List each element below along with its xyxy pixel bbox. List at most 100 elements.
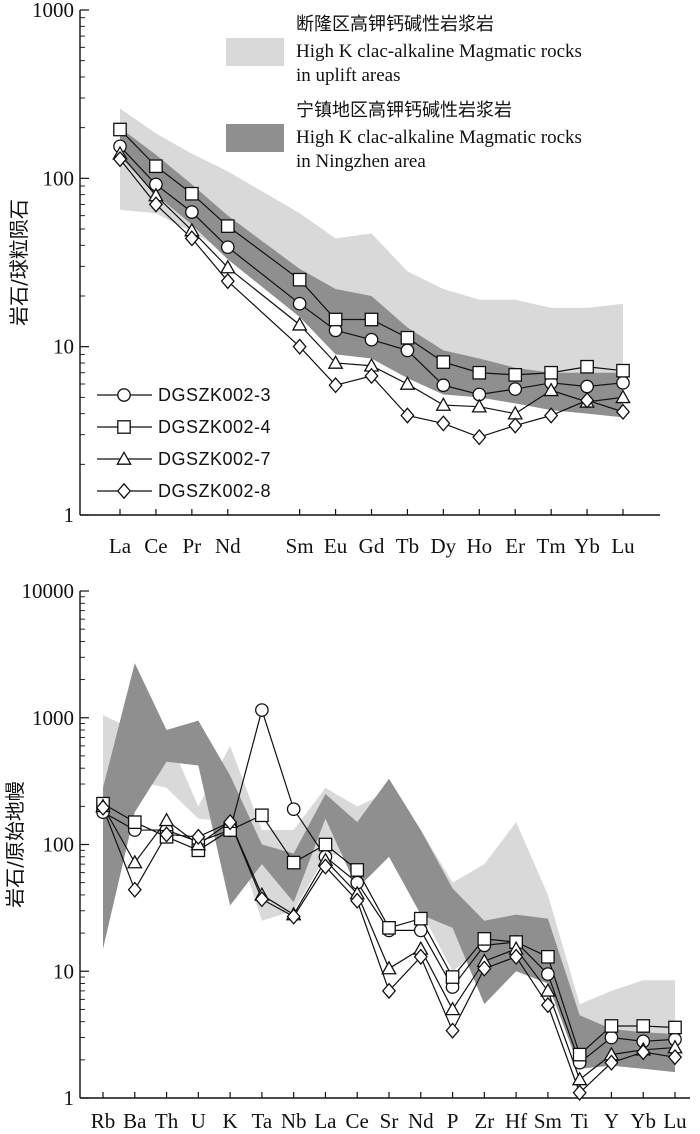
point-DGSZK002-8-Dy <box>436 415 451 432</box>
point-DGSZK002-8-Zr <box>477 960 492 977</box>
x-tick-label: Ce <box>144 534 167 558</box>
legend-series-label: DGSZK002-3 <box>158 385 271 405</box>
chart-1: 1 10 100 1000 La Ce Pr Nd Sm Eu Gd Tb Dy Ho Er Tm Yb Lu 岩石… <box>7 0 660 558</box>
point-DGSZK002-8-Pr <box>184 230 199 247</box>
point-DGSZK002-8-K <box>223 813 238 831</box>
point-DGSZK002-4-La <box>318 837 333 852</box>
point-DGSZK002-8-Nd <box>413 948 428 966</box>
point-DGSZK002-4-Sr <box>382 920 396 935</box>
point-DGSZK002-4-Sm <box>292 272 307 287</box>
x-tick-label: Pr <box>183 534 202 558</box>
y-axis-title: 岩石/原始地幔 <box>3 781 27 908</box>
x-tick-label: Sr <box>380 1109 399 1133</box>
band-uplift <box>120 108 623 398</box>
point-DGSZK002-3-Nb <box>286 802 301 817</box>
legend-marker-circle <box>117 388 131 402</box>
point-DGSZK002-4-Yb <box>580 359 594 374</box>
x-tick-label: Eu <box>324 534 348 558</box>
point-DGSZK002-8-Tb <box>400 407 415 424</box>
point-DGSZK002-4-Tb <box>400 330 415 345</box>
point-DGSZK002-4-Ti <box>572 1047 587 1062</box>
point-DGSZK002-3-Sm <box>541 967 555 981</box>
point-DGSZK002-8-Tm <box>544 407 559 424</box>
point-DGSZK002-7-Dy <box>435 397 452 411</box>
point-DGSZK002-7-Eu <box>327 354 344 369</box>
point-DGSZK002-4-Nd <box>220 219 235 233</box>
point-DGSZK002-4-Ce <box>149 159 163 174</box>
point-DGSZK002-8-Hf <box>509 948 524 966</box>
y-tick-label: 1 <box>64 503 75 527</box>
point-DGSZK002-8-P <box>445 1022 460 1039</box>
series-line-DGSZK002-8 <box>119 158 624 438</box>
point-DGSZK002-4-Ce <box>350 863 365 877</box>
point-DGSZK002-8-Ce <box>350 892 365 909</box>
point-DGSZK002-4-Zr <box>477 932 492 946</box>
point-DGSZK002-4-Nb <box>286 855 301 870</box>
series-legend: DGSZK002-3 DGSZK002-4 DGSZK002-7 DGSZK002-8 <box>97 385 271 501</box>
point-DGSZK002-7-Tm <box>543 382 559 397</box>
point-DGSZK002-4-Er <box>508 368 523 382</box>
y-tick-label: 1000 <box>32 706 74 730</box>
point-DGSZK002-8-Sm <box>292 338 307 355</box>
x-tick-label: Ce <box>346 1109 369 1133</box>
point-DGSZK002-8-Yb <box>580 392 595 409</box>
x-tick-label: La <box>109 534 132 558</box>
point-DGSZK002-8-Nb <box>286 908 301 925</box>
band-uplift <box>103 715 675 1060</box>
point-DGSZK002-8-Eu <box>328 377 343 394</box>
point-DGSZK002-8-Rb <box>95 799 111 816</box>
x-tick-label: Ho <box>466 534 492 558</box>
point-DGSZK002-4-Tm <box>544 365 558 380</box>
point-DGSZK002-7-Tb <box>399 375 416 390</box>
point-DGSZK002-3-Nd <box>413 923 428 938</box>
legend-marker-square <box>117 420 131 434</box>
point-DGSZK002-7-Sm <box>291 316 308 331</box>
chart-2: 1 10 100 1000 10000 Rb Ba Th U K Ta Nb La Ce Sr Nd P Zr Hf… <box>3 579 690 1133</box>
y-tick-label: 10 <box>53 959 74 983</box>
point-DGSZK002-4-Yb <box>636 1019 651 1033</box>
point-DGSZK002-8-Sr <box>381 982 397 1000</box>
point-DGSZK002-3-Dy <box>436 378 451 393</box>
x-tick-label: Ti <box>571 1109 589 1133</box>
y-tick-label: 1 <box>64 1086 75 1110</box>
point-DGSZK002-8-Y <box>604 1054 619 1071</box>
x-tick-label: Lu <box>663 1109 687 1133</box>
legend-swatch-1 <box>226 38 284 66</box>
y-tick-label: 10000 <box>22 579 75 603</box>
x-tick-label: Gd <box>359 534 385 558</box>
point-DGSZK002-8-La <box>112 150 128 168</box>
legend-label-en-2: in uplift areas <box>296 65 400 86</box>
point-DGSZK002-7-Th <box>158 812 175 827</box>
point-DGSZK002-8-U <box>191 828 206 846</box>
point-DGSZK002-8-Yb <box>636 1043 651 1061</box>
point-DGSZK002-8-Sm <box>540 996 555 1014</box>
x-tick-label: Lu <box>611 534 635 558</box>
point-DGSZK002-8-Nd <box>220 272 235 290</box>
point-DGSZK002-3-Lu <box>616 375 630 390</box>
x-tick-label: Tm <box>537 534 566 558</box>
x-tick-label: La <box>314 1109 337 1133</box>
legend-label-en-2: in Ningzhen area <box>296 151 426 172</box>
x-tick-label: Y <box>604 1109 619 1133</box>
legend-series-label: DGSZK002-7 <box>158 449 271 469</box>
point-DGSZK002-4-P <box>445 970 460 984</box>
x-tick-label: Sm <box>534 1109 562 1133</box>
legend-series-label: DGSZK002-8 <box>158 481 271 501</box>
point-DGSZK002-4-Ho <box>472 365 487 380</box>
point-DGSZK002-4-Sm <box>541 949 555 964</box>
band-legend: 断隆区高钾钙碱性岩浆岩 High K clac-alkaline Magmatic… <box>226 14 582 172</box>
x-tick-label: Zr <box>474 1109 494 1133</box>
point-DGSZK002-7-Ho <box>471 398 488 413</box>
legend-label-cn: 断隆区高钾钙碱性岩浆岩 <box>296 14 494 35</box>
point-DGSZK002-7-Ba <box>126 854 143 869</box>
point-DGSZK002-4-Nd <box>413 911 428 926</box>
point-DGSZK002-3-Tb <box>400 343 415 358</box>
point-DGSZK002-8-La <box>318 858 333 875</box>
legend-label-cn: 宁镇地区高钾钙碱性岩浆岩 <box>296 100 512 121</box>
point-DGSZK002-8-Ti <box>572 1084 587 1101</box>
x-tick-label: Yb <box>574 534 600 558</box>
x-tick-label: Rb <box>91 1109 116 1133</box>
point-DGSZK002-4-Pr <box>185 186 199 201</box>
point-DGSZK002-3-Pr <box>185 205 199 219</box>
